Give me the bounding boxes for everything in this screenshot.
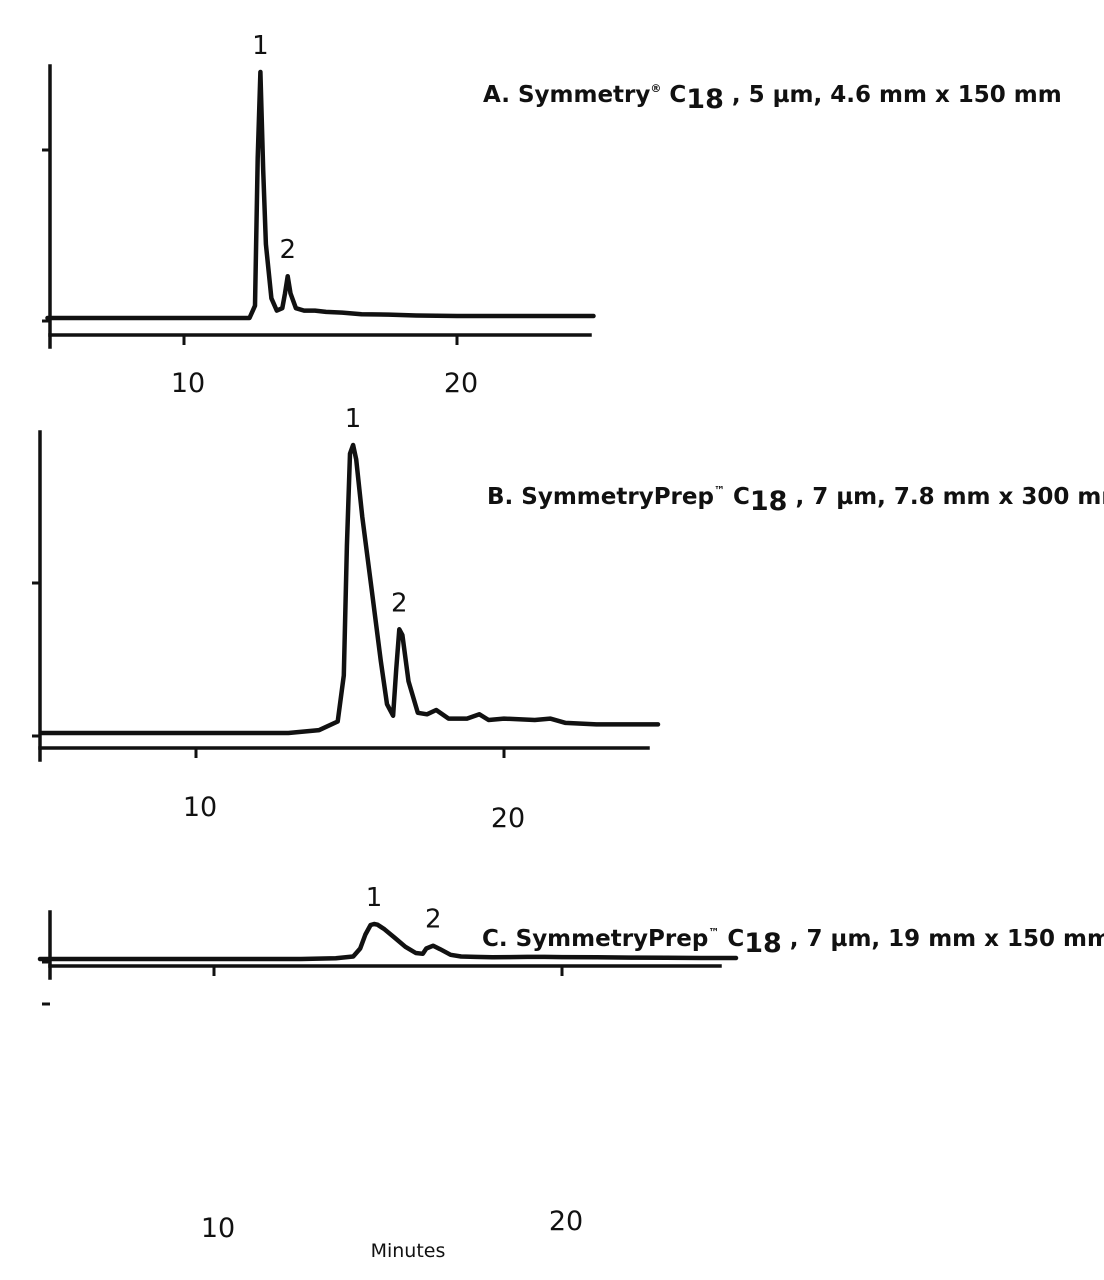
x-tick-label-a-20: 20 bbox=[444, 368, 478, 399]
panel-title-a: A. Symmetry® C18 , 5 µm, 4.6 mm x 150 mm bbox=[483, 82, 1062, 115]
title-column: C bbox=[725, 484, 750, 510]
title-mark: ™ bbox=[708, 926, 719, 939]
chromatogram-panel-b: 10 20 1 2 B. SymmetryPrep™ C18 , 7 µm, 7.8 m… bbox=[32, 404, 1104, 834]
title-rest: , 7 µm, 19 mm x 150 mm bbox=[782, 926, 1104, 952]
title-mark: ® bbox=[650, 82, 661, 95]
trace-a bbox=[45, 69, 596, 321]
peak-label-b-1: 1 bbox=[345, 404, 362, 434]
trace-c bbox=[37, 921, 739, 962]
title-prefix: A. Symmetry bbox=[483, 82, 650, 108]
peak-label-a-1: 1 bbox=[252, 31, 269, 61]
title-column: C bbox=[719, 926, 744, 952]
x-tick-label-b-20: 20 bbox=[491, 803, 525, 834]
x-tick-label-b-10: 10 bbox=[183, 792, 217, 823]
chromatogram-panel-a: 10 20 1 2 A. Symmetry® C18 , 5 µm, 4.6 mm x … bbox=[42, 31, 1062, 399]
title-subscript: 18 bbox=[750, 486, 788, 517]
panel-title-c: C. SymmetryPrep™ C18 , 7 µm, 19 mm x 150… bbox=[482, 926, 1104, 959]
title-prefix: C. SymmetryPrep bbox=[482, 926, 708, 952]
x-axis-label: Minutes bbox=[371, 1240, 446, 1262]
title-mark: ™ bbox=[714, 484, 725, 497]
title-rest: , 5 µm, 4.6 mm x 150 mm bbox=[724, 82, 1062, 108]
x-tick-label-c-20: 20 bbox=[549, 1206, 583, 1237]
peak-label-c-1: 1 bbox=[366, 883, 383, 913]
x-tick-label-c-10: 10 bbox=[201, 1213, 235, 1244]
title-prefix: B. SymmetryPrep bbox=[487, 484, 714, 510]
trace-b bbox=[39, 442, 661, 736]
title-subscript: 18 bbox=[744, 928, 782, 959]
title-column: C bbox=[661, 82, 686, 108]
chromatogram-panel-c: 10 20 1 2 C. SymmetryPrep™ C18 , 7 µm, 19 mm… bbox=[37, 883, 1104, 1262]
peak-label-b-2: 2 bbox=[391, 588, 408, 618]
peak-label-a-2: 2 bbox=[279, 235, 296, 265]
panel-title-b: B. SymmetryPrep™ C18 , 7 µm, 7.8 mm x 30… bbox=[487, 484, 1104, 517]
x-tick-label-a-10: 10 bbox=[171, 368, 205, 399]
peak-label-c-2: 2 bbox=[425, 905, 442, 935]
title-rest: , 7 µm, 7.8 mm x 300 mm bbox=[787, 484, 1104, 510]
title-subscript: 18 bbox=[686, 84, 724, 115]
